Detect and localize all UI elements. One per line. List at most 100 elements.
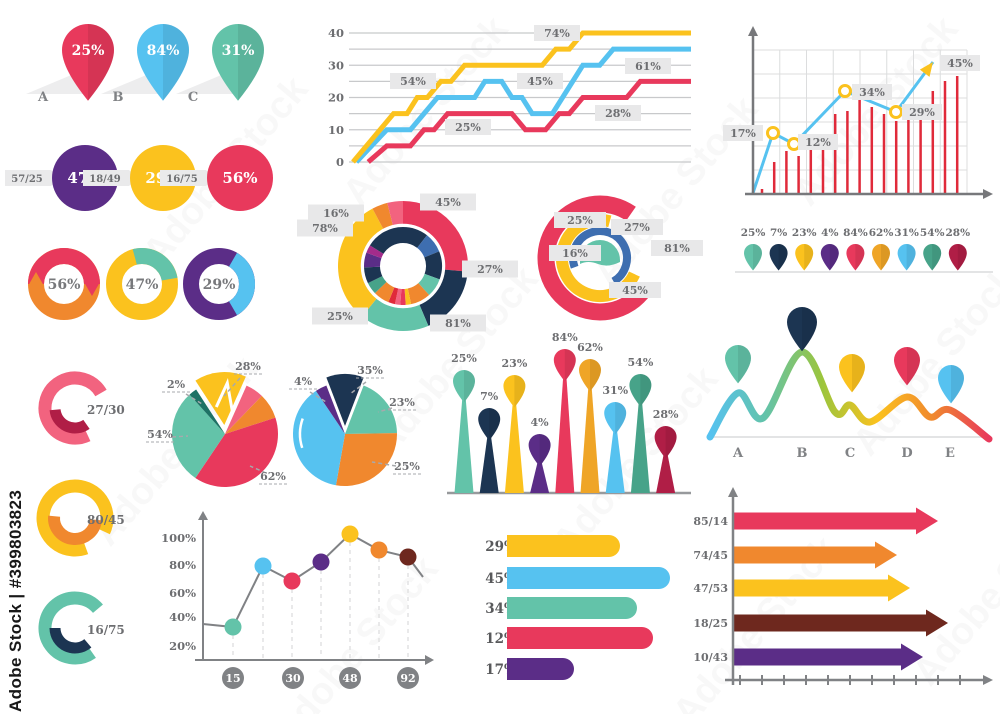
trend-line [751, 61, 935, 194]
pins-abc-svg: 25% A 84% B 31% C [26, 24, 264, 105]
donut-segment [417, 235, 440, 258]
value-label: 28% [653, 408, 679, 421]
label-box [420, 193, 476, 211]
donut-badges-svg: 56% 47% 29% [28, 248, 255, 320]
donut-segment [403, 201, 468, 272]
category-label: A [37, 90, 49, 105]
trend-line [202, 532, 424, 629]
map-pin-icon [725, 345, 751, 384]
arrow-hbar-chart: 85/14 74/45 47/53 18/25 10/43 [693, 485, 998, 707]
pie-slice [335, 433, 397, 486]
value-label: 56% [48, 277, 81, 293]
map-pin-icon [744, 244, 762, 271]
value-label: 54% [628, 356, 654, 369]
wave-pin-chart: A B C D E [703, 298, 995, 468]
donut-segment [400, 288, 406, 305]
bar [733, 648, 901, 666]
gloss-highlight [298, 418, 304, 449]
map-pin-icon [820, 244, 839, 271]
gauge-outer-arc [38, 371, 107, 445]
map-pin-icon [553, 349, 576, 382]
spike [504, 401, 524, 493]
value-label: 25% [455, 121, 481, 134]
value-label: 56% [222, 169, 257, 187]
grid-chart-svg: 17% 12% 34% 29% 45% [723, 26, 993, 199]
y-tick: 30 [328, 58, 344, 72]
category-label: A [732, 446, 744, 461]
map-pin-icon [528, 434, 551, 467]
leader-line [171, 435, 189, 438]
gauge-inner-arc [48, 515, 102, 545]
arrow-bar-chart-svg: 85/14 74/45 47/53 18/25 10/43 [693, 487, 993, 685]
bar [507, 658, 574, 680]
category-label: B [797, 446, 808, 461]
label-box [902, 104, 942, 120]
label-box [549, 245, 601, 261]
spike [605, 428, 625, 493]
map-pin-icon [769, 244, 788, 271]
value-label: 16% [562, 247, 588, 260]
pie-slice [293, 390, 345, 486]
category-label: D [901, 446, 912, 461]
value-label: 18/25 [693, 617, 728, 630]
value-label: 23% [389, 396, 415, 409]
double-donut-chart: 45% 16% 78% 27% 25% 81% [297, 188, 518, 340]
value-label: 2% [167, 378, 186, 391]
donut-progress-row: 56% 47% 29% [22, 244, 262, 324]
data-dot [399, 548, 417, 566]
map-pin-icon [62, 24, 114, 101]
bar [733, 546, 875, 564]
value-label: 84% [552, 331, 578, 344]
donut-segment [388, 287, 399, 305]
value-label: 34% [859, 86, 885, 99]
value-label: 23% [502, 357, 528, 370]
map-pin-icon [839, 354, 865, 393]
map-pin-icon [948, 244, 967, 271]
leader-line [249, 465, 267, 474]
data-dot [283, 572, 301, 590]
label-box [609, 282, 661, 298]
label-box [723, 125, 763, 141]
arrow-head-icon [888, 574, 910, 602]
donut-segment [404, 288, 412, 305]
value-label: 62% [869, 227, 894, 239]
leader-line [309, 391, 327, 403]
tag-arrow [83, 170, 137, 186]
bar [507, 597, 637, 619]
data-dot [224, 618, 242, 636]
step-chart-svg: 40 30 20 10 0 54% 74% 45% 61% 25% 28% [328, 25, 691, 169]
wave-line [706, 348, 993, 443]
value-label: 10/43 [693, 651, 728, 664]
rounded-hbar-chart: 29% 45% 34% 12% 17% [455, 525, 690, 690]
value-label: 47/53 [693, 582, 728, 595]
donut-segment [387, 201, 403, 226]
category-label: B [113, 90, 124, 105]
x-badge [397, 667, 419, 689]
spike [630, 400, 650, 493]
value-label: 15 [225, 672, 240, 685]
value-label: 62% [260, 470, 286, 483]
arc-donut-chart: 25% 27% 16% 81% 45% [533, 194, 705, 334]
value-label: 12% [805, 136, 831, 149]
value-label: 25% [394, 460, 420, 473]
y-tick: 0 [336, 155, 344, 169]
bar [733, 512, 916, 530]
value-label: 61% [635, 60, 661, 73]
series-line [366, 78, 691, 164]
x-badge [222, 667, 244, 689]
y-tick: 20% [169, 639, 196, 653]
watermark-side-text: Adobe Stock | #399803823 [6, 489, 25, 712]
tag-label: 57/25 [11, 174, 43, 185]
data-dot [312, 553, 330, 571]
spike [580, 385, 600, 493]
value-label: 28% [605, 107, 631, 120]
label-box [611, 219, 663, 235]
pins-value-row: 25% 7% 23% 4% 84% 62% 31% 54% 28% [735, 226, 993, 276]
value-label: 7% [770, 227, 787, 239]
label-box [308, 204, 364, 222]
value-label: 80/45 [87, 513, 125, 527]
value-label: 45% [947, 57, 973, 70]
value-label: 81% [664, 242, 690, 255]
